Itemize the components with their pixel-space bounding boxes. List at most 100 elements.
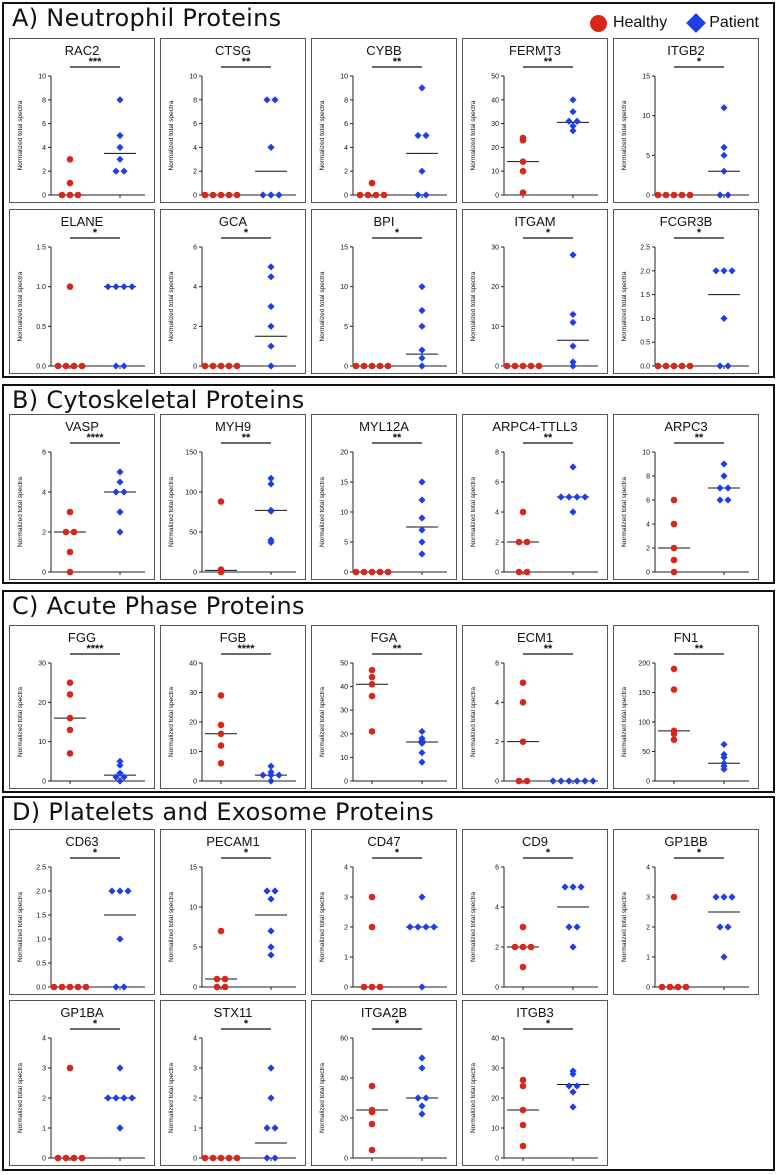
patient-point	[724, 496, 732, 504]
y-tick-label: 4	[495, 510, 499, 517]
patient-point	[275, 191, 283, 199]
healthy-point	[519, 1076, 527, 1084]
patient-point	[116, 143, 124, 151]
panel-frame	[462, 209, 608, 374]
significance-stars: *	[93, 227, 98, 239]
patient-point	[724, 191, 732, 199]
y-tick-label: 40	[189, 661, 197, 668]
patient-point	[116, 887, 124, 895]
patient-point	[569, 122, 577, 130]
patient-point	[569, 362, 577, 370]
y-tick-label: 1	[646, 955, 650, 962]
patient-point	[573, 117, 581, 125]
y-axis-label: Normalized total spectra	[621, 687, 628, 757]
healthy-point	[662, 191, 670, 199]
chart-panel-fga: FGA Normalized total spectra 0 10 20 30 40 50 **	[311, 625, 457, 789]
healthy-point	[670, 727, 678, 735]
chart-panel-fcgr3b: FCGR3B Normalized total spectra 0.0 0.5 1.0 1…	[613, 209, 759, 374]
significance-stars: *	[93, 847, 98, 859]
y-tick-label: 20	[38, 700, 46, 707]
y-tick-label: 0.0	[36, 985, 46, 992]
y-tick-label: 0	[495, 193, 499, 200]
healthy-point	[221, 983, 229, 991]
patient-point	[108, 887, 116, 895]
y-tick-label: 150	[185, 450, 197, 457]
y-tick-label: 0	[495, 1156, 499, 1163]
chart-panel-stx11: STX11 Normalized total spectra 0 1 2 3 4 *	[160, 1000, 306, 1166]
y-tick-label: 20	[340, 450, 348, 457]
healthy-point	[519, 699, 527, 706]
patient-point	[418, 322, 426, 330]
patient-point	[720, 953, 728, 961]
healthy-point	[670, 191, 678, 199]
patient-point	[418, 306, 426, 315]
healthy-point	[380, 191, 388, 199]
healthy-point	[233, 1154, 241, 1162]
patient-point	[116, 468, 124, 476]
y-tick-label: 2.0	[36, 889, 46, 896]
healthy-point	[66, 726, 74, 734]
healthy-point	[78, 362, 86, 370]
y-tick-label: 4	[344, 145, 348, 152]
patient-point	[271, 887, 279, 895]
patient-point	[565, 493, 573, 501]
y-tick-label: 4	[646, 865, 650, 872]
healthy-point	[527, 943, 535, 951]
significance-stars: *	[546, 227, 551, 239]
y-axis-label: Normalized total spectra	[621, 271, 628, 341]
y-axis-label: Normalized total spectra	[621, 100, 628, 170]
y-axis-label: Normalized total spectra	[470, 271, 477, 341]
y-axis-label: Normalized total spectra	[470, 892, 477, 962]
healthy-point	[54, 1154, 62, 1162]
y-tick-label: 20	[189, 720, 197, 727]
y-tick-label: 40	[340, 684, 348, 691]
section-neutrophil: A) Neutrophil Proteins Healthy Patient	[2, 2, 775, 378]
patient-point	[716, 362, 724, 370]
chart-title: STX11	[214, 1005, 253, 1020]
y-tick-label: 5	[193, 945, 197, 952]
y-tick-label: 10	[642, 113, 650, 120]
y-tick-label: 3	[646, 895, 650, 902]
significance-stars: **	[393, 643, 402, 655]
healthy-point	[201, 191, 209, 199]
y-axis-label: Normalized total spectra	[168, 477, 175, 547]
patient-point	[573, 493, 581, 501]
patient-point	[116, 935, 124, 943]
chart-panel-itgb3: ITGB3 Normalized total spectra 0 10 20 30 40 *	[462, 1000, 608, 1166]
patient-point	[724, 362, 732, 370]
panel-frame	[311, 38, 457, 203]
patient-point	[720, 740, 728, 749]
significance-stars: *	[697, 847, 702, 859]
chart-title: RAC2	[65, 43, 100, 58]
patient-point	[430, 923, 438, 931]
y-tick-label: 2.5	[640, 245, 650, 252]
healthy-point	[217, 760, 225, 767]
y-tick-label: 20	[491, 284, 499, 291]
y-tick-label: 10	[189, 74, 197, 81]
y-tick-label: 8	[344, 97, 348, 104]
y-tick-label: 2	[646, 925, 650, 932]
y-tick-label: 0.0	[36, 364, 46, 371]
patient-point	[716, 191, 724, 199]
y-tick-label: 1.0	[36, 284, 46, 291]
healthy-point	[368, 179, 376, 187]
patient-point	[712, 893, 720, 901]
y-tick-label: 100	[638, 720, 650, 727]
y-tick-label: 0	[646, 779, 650, 786]
patient-point	[267, 777, 275, 785]
chart-panel-elane: ELANE Normalized total spectra 0.0 0.5 1.0 1.…	[9, 209, 155, 374]
healthy-point	[368, 1082, 376, 1090]
y-tick-label: 10	[491, 324, 499, 331]
healthy-point	[209, 191, 217, 199]
healthy-point	[66, 508, 74, 516]
healthy-point	[66, 568, 74, 576]
healthy-point	[58, 983, 66, 991]
patient-point	[565, 117, 573, 125]
healthy-point	[523, 568, 531, 576]
patient-point	[581, 777, 589, 785]
healthy-point	[66, 156, 74, 163]
chart-title: ARPC4-TTLL3	[492, 419, 577, 434]
healthy-point	[519, 1082, 527, 1090]
y-tick-label: 40	[491, 1036, 499, 1043]
patient-point	[712, 267, 720, 275]
